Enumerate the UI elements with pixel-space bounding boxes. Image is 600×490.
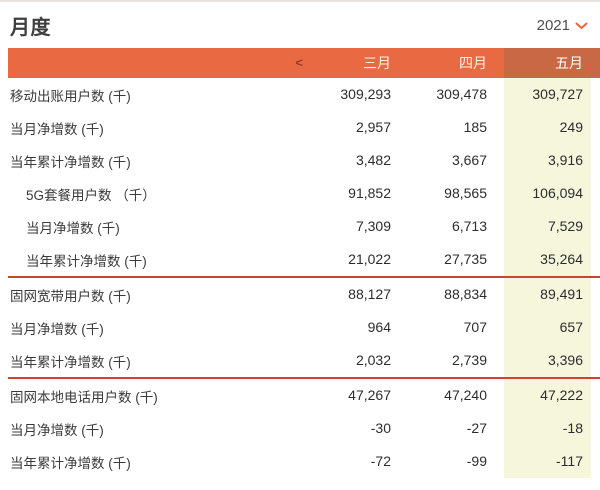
cell-april: 707 <box>463 319 487 335</box>
cell-may: 47,222 <box>504 379 600 412</box>
cell-march: 2,032 <box>355 352 391 368</box>
month-header-cells: 三月 四月 五月 <box>312 48 600 78</box>
cell-march: -30 <box>370 420 391 436</box>
cell-may: 657 <box>504 311 600 344</box>
row-label: 5G套餐用户数 （千） <box>26 187 156 203</box>
cell-april: -27 <box>466 420 487 436</box>
table-row: 当年累计净增数 (千) -72 -99 -117 <box>0 445 600 478</box>
table-row: 当年累计净增数 (千) 2,032 2,739 3,396 <box>0 344 600 377</box>
row-label: 当月净增数 (千) <box>26 220 120 236</box>
row-label: 固网本地电话用户数 (千) <box>10 389 158 405</box>
cell-may: -18 <box>504 412 600 445</box>
table-row: 当月净增数 (千) 7,309 6,713 7,529 <box>0 210 600 243</box>
cell-may: 106,094 <box>504 177 600 210</box>
cell-may: 309,727 <box>504 78 600 111</box>
cell-march: -72 <box>370 453 391 469</box>
table-row: 5G套餐用户数 （千） 91,852 98,565 106,094 <box>0 177 600 210</box>
cell-march: 964 <box>367 319 391 335</box>
prev-month-button[interactable]: < <box>295 55 303 70</box>
row-label: 当年累计净增数 (千) <box>10 455 131 471</box>
cell-march: 3,482 <box>355 152 391 168</box>
cell-april: 88,834 <box>444 286 487 302</box>
row-label: 当年累计净增数 (千) <box>26 253 147 269</box>
year-selector[interactable]: 2021 <box>537 17 588 34</box>
table-row: 固网本地电话用户数 (千) 47,267 47,240 47,222 <box>0 379 600 412</box>
section-divider <box>8 377 600 379</box>
cell-march: 7,309 <box>355 218 391 234</box>
cell-may: 3,916 <box>504 144 600 177</box>
cell-march: 21,022 <box>348 251 391 267</box>
row-label: 当月净增数 (千) <box>10 422 104 438</box>
row-label: 移动出账用户数 (千) <box>10 88 131 104</box>
cell-may: 35,264 <box>504 243 600 276</box>
row-label: 当年累计净增数 (千) <box>10 154 131 170</box>
cell-may: 3,396 <box>504 344 600 377</box>
cell-april: 185 <box>463 119 487 135</box>
table-row: 当年累计净增数 (千) 21,022 27,735 35,264 <box>0 243 600 276</box>
cell-may: 7,529 <box>504 210 600 243</box>
tab-month-3[interactable]: 五月 <box>504 48 600 78</box>
table-row: 当月净增数 (千) 2,957 185 249 <box>0 111 600 144</box>
page-title: 月度 <box>10 16 51 39</box>
cell-april: 3,667 <box>451 152 487 168</box>
cell-may: 249 <box>504 111 600 144</box>
cell-march: 88,127 <box>348 286 391 302</box>
table-body: 移动出账用户数 (千) 309,293 309,478 309,727 当月净增… <box>0 78 600 478</box>
row-label: 当月净增数 (千) <box>10 121 104 137</box>
cell-may: 89,491 <box>504 278 600 311</box>
row-label: 当月净增数 (千) <box>10 321 104 337</box>
year-value: 2021 <box>536 16 570 34</box>
cell-april: 6,713 <box>451 218 487 234</box>
month-header: < 三月 四月 五月 <box>8 48 600 78</box>
cell-april: 309,478 <box>436 86 487 102</box>
cell-april: 2,739 <box>451 352 487 368</box>
table-row: 当年累计净增数 (千) 3,482 3,667 3,916 <box>0 144 600 177</box>
table-row: 移动出账用户数 (千) 309,293 309,478 309,727 <box>0 78 600 111</box>
cell-march: 309,293 <box>340 86 391 102</box>
chevron-down-icon <box>575 20 588 30</box>
row-label: 固网宽带用户数 (千) <box>10 288 131 304</box>
titlebar: 月度 2021 <box>0 2 600 48</box>
cell-march: 47,267 <box>348 387 391 403</box>
cell-march: 2,957 <box>355 119 391 135</box>
row-label: 当年累计净增数 (千) <box>10 354 131 370</box>
table-row: 固网宽带用户数 (千) 88,127 88,834 89,491 <box>0 278 600 311</box>
cell-april: 27,735 <box>444 251 487 267</box>
cell-april: -99 <box>466 453 487 469</box>
cell-march: 91,852 <box>348 185 391 201</box>
tab-month-2[interactable]: 四月 <box>459 55 487 71</box>
cell-may: -117 <box>504 445 600 478</box>
section-divider <box>8 276 600 278</box>
table-row: 当月净增数 (千) -30 -27 -18 <box>0 412 600 445</box>
tab-month-1[interactable]: 三月 <box>363 55 391 71</box>
cell-april: 47,240 <box>444 387 487 403</box>
cell-april: 98,565 <box>444 185 487 201</box>
table-row: 当月净增数 (千) 964 707 657 <box>0 311 600 344</box>
